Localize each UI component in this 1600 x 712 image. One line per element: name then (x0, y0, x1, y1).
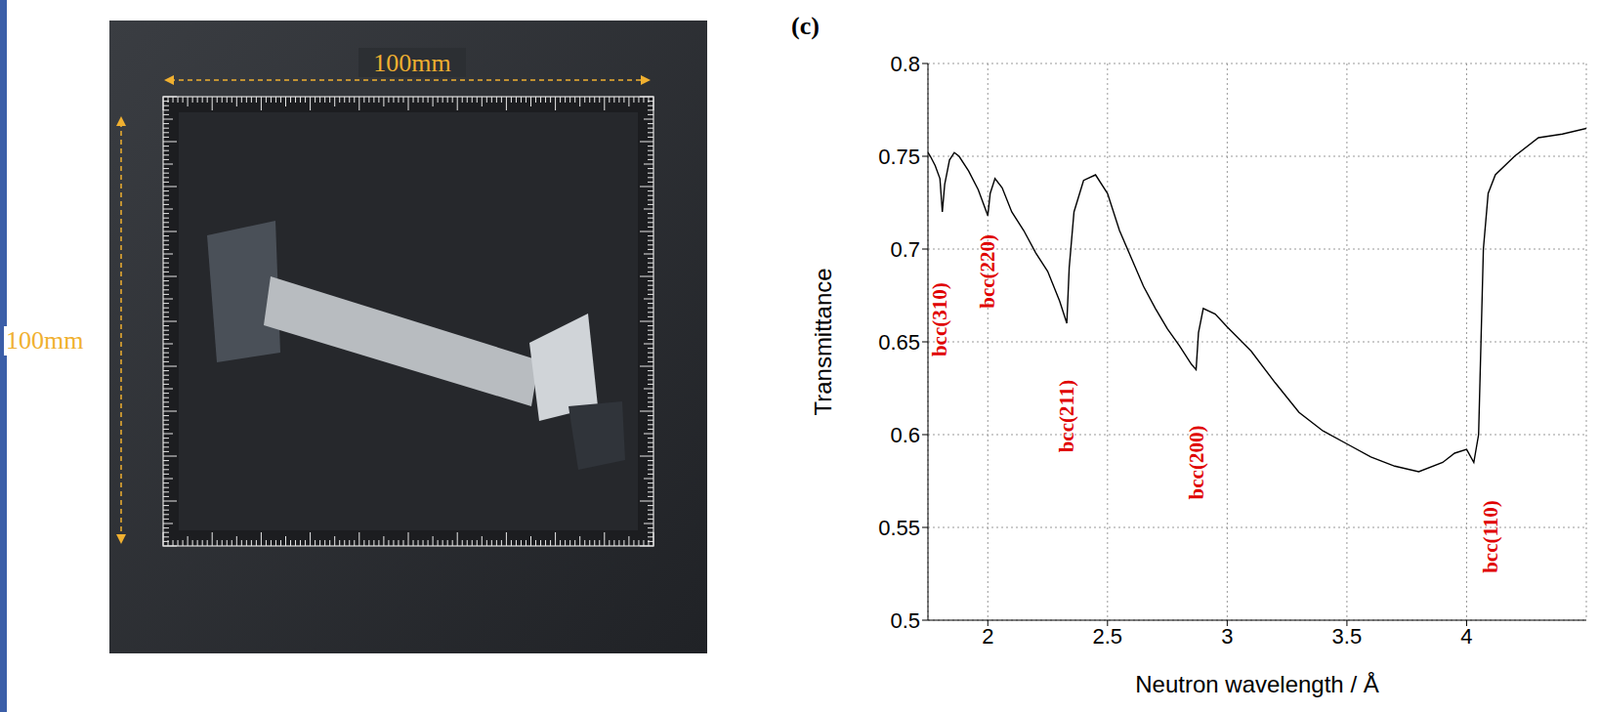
svg-text:0.65: 0.65 (878, 330, 921, 355)
svg-text:0.7: 0.7 (889, 237, 921, 262)
svg-text:0.75: 0.75 (878, 144, 921, 169)
svg-text:0.8: 0.8 (889, 51, 921, 77)
svg-text:2: 2 (981, 624, 994, 649)
svg-text:4: 4 (1460, 624, 1473, 649)
svg-text:2.5: 2.5 (1093, 624, 1124, 649)
svg-text:Transmittance: Transmittance (809, 267, 837, 416)
svg-text:Neutron wavelength / Å: Neutron wavelength / Å (1135, 671, 1379, 698)
html-text:(c): (c) (791, 11, 820, 41)
svg-text:100mm: 100mm (373, 48, 451, 78)
svg-text:bcc(310): bcc(310) (927, 282, 952, 357)
svg-text:bcc(110): bcc(110) (1478, 500, 1503, 574)
svg-text:bcc(220): bcc(220) (975, 234, 1000, 309)
svg-text:0.6: 0.6 (889, 422, 921, 448)
svg-text:3.5: 3.5 (1332, 624, 1363, 649)
svg-text:0.5: 0.5 (889, 608, 921, 633)
svg-text:bcc(200): bcc(200) (1184, 425, 1209, 501)
svg-text:3: 3 (1221, 624, 1233, 649)
svg-text:0.55: 0.55 (878, 515, 921, 541)
svg-text:bcc(211): bcc(211) (1054, 379, 1079, 454)
html-text:100mm: 100mm (5, 326, 84, 355)
